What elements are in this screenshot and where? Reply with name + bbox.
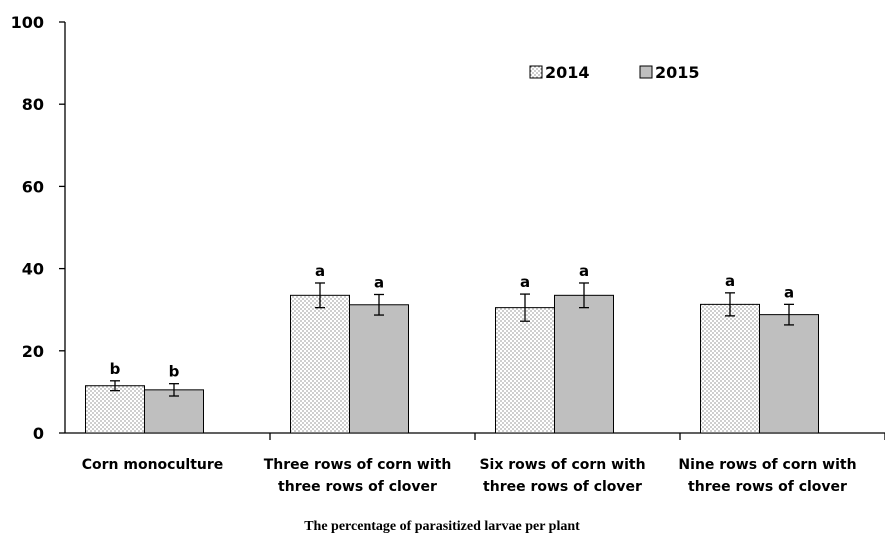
significance-label: a bbox=[315, 262, 325, 280]
legend-swatch-2015 bbox=[639, 65, 653, 79]
bar-2014-1 bbox=[290, 294, 350, 434]
y-tick-label: 40 bbox=[22, 260, 44, 279]
significance-label: a bbox=[579, 262, 589, 280]
x-category-label: Three rows of corn with bbox=[264, 457, 452, 473]
y-tick-label: 80 bbox=[22, 95, 44, 114]
significance-label: a bbox=[784, 283, 794, 301]
significance-label: a bbox=[374, 273, 384, 291]
bar-2014-2 bbox=[495, 307, 555, 434]
significance-label: a bbox=[520, 273, 530, 291]
y-tick-label: 20 bbox=[22, 342, 44, 361]
x-category-label: Six rows of corn with bbox=[479, 457, 645, 473]
legend-swatch-2014 bbox=[529, 65, 543, 79]
bar-2015-1 bbox=[349, 304, 409, 434]
x-category-label: three rows of clover bbox=[688, 479, 847, 495]
legend-label-2015: 2015 bbox=[655, 63, 700, 82]
y-tick-label: 0 bbox=[33, 424, 44, 443]
significance-label: b bbox=[110, 360, 121, 378]
x-category-label: three rows of clover bbox=[278, 479, 437, 495]
bar-2015-0 bbox=[144, 389, 204, 434]
x-category-label: Nine rows of corn with bbox=[678, 457, 856, 473]
y-tick-label: 60 bbox=[22, 177, 44, 196]
y-tick-label: 100 bbox=[11, 13, 44, 32]
significance-label: a bbox=[725, 272, 735, 290]
bar-2014-0 bbox=[85, 385, 145, 434]
bar-2015-3 bbox=[759, 314, 819, 434]
x-category-label: Corn monoculture bbox=[82, 457, 224, 473]
legend-label-2014: 2014 bbox=[545, 63, 590, 82]
bar-2014-3 bbox=[700, 303, 760, 434]
significance-label: b bbox=[169, 363, 180, 381]
x-category-label: three rows of clover bbox=[483, 479, 642, 495]
bar-2015-2 bbox=[554, 294, 614, 434]
x-axis-title: The percentage of parasitized larvae per… bbox=[304, 519, 580, 534]
